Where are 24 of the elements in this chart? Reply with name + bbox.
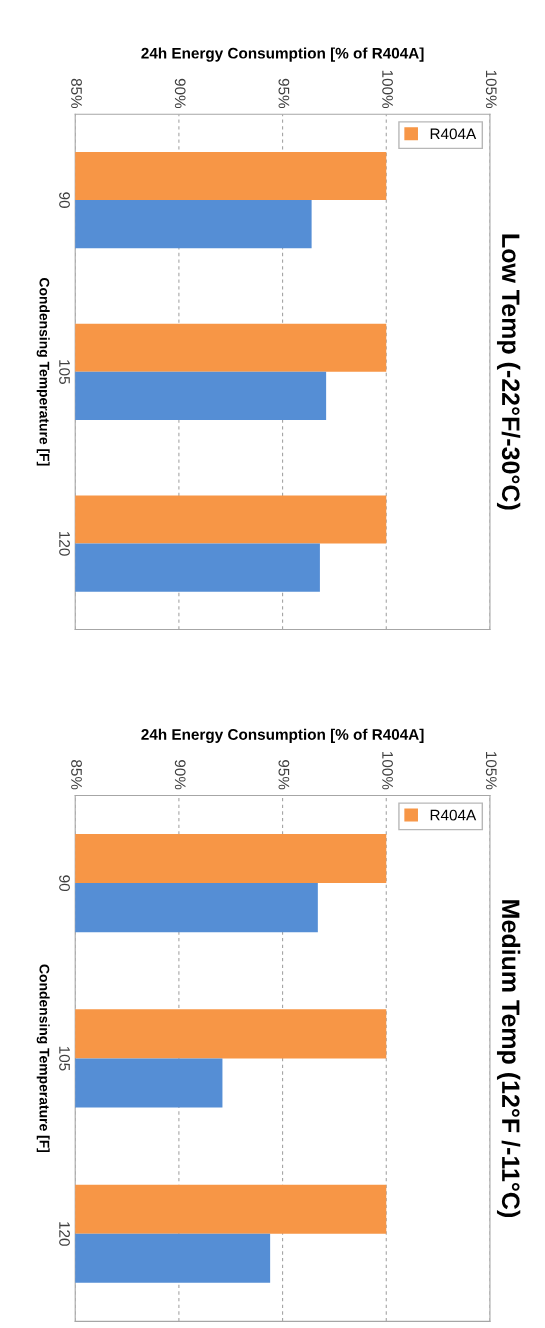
x-axis-title: 24h Energy Consumption [% of R404A] [141,47,424,62]
x-tick-label: 95% [278,78,290,109]
y-tick-label: 105 [59,360,70,384]
x-tick-label: 105% [485,70,497,109]
x-tick-label: 90% [174,760,186,790]
y-tick-label: 90 [59,192,70,208]
x-tick-label: 105% [485,752,497,790]
y-axis-title: Condensing Temperature [F] [36,278,50,466]
y-tick-label: 105 [59,1046,70,1071]
x-axis-title: 24h Energy Consumption [% of R404A] [141,728,424,743]
x-tick-label: 100% [382,70,393,109]
x-tick-label: 85% [71,78,82,109]
y-tick-label: 120 [59,532,70,556]
y-axis-title: Condensing Temperature [F] [36,964,50,1153]
text: Low Temp (-22°F/-30°C) [496,234,521,510]
x-tick-label: 85% [71,760,82,790]
legend-label: R404A [430,809,477,821]
x-tick-label: 90% [174,78,186,109]
legend-label: R404A [430,128,477,140]
x-tick-label: 95% [278,760,290,790]
y-tick-label: 90 [59,875,70,892]
text: Medium Temp (12°F /-11°C) [496,900,521,1217]
y-tick-label: 120 [59,1222,70,1246]
x-tick-label: 100% [382,752,393,790]
